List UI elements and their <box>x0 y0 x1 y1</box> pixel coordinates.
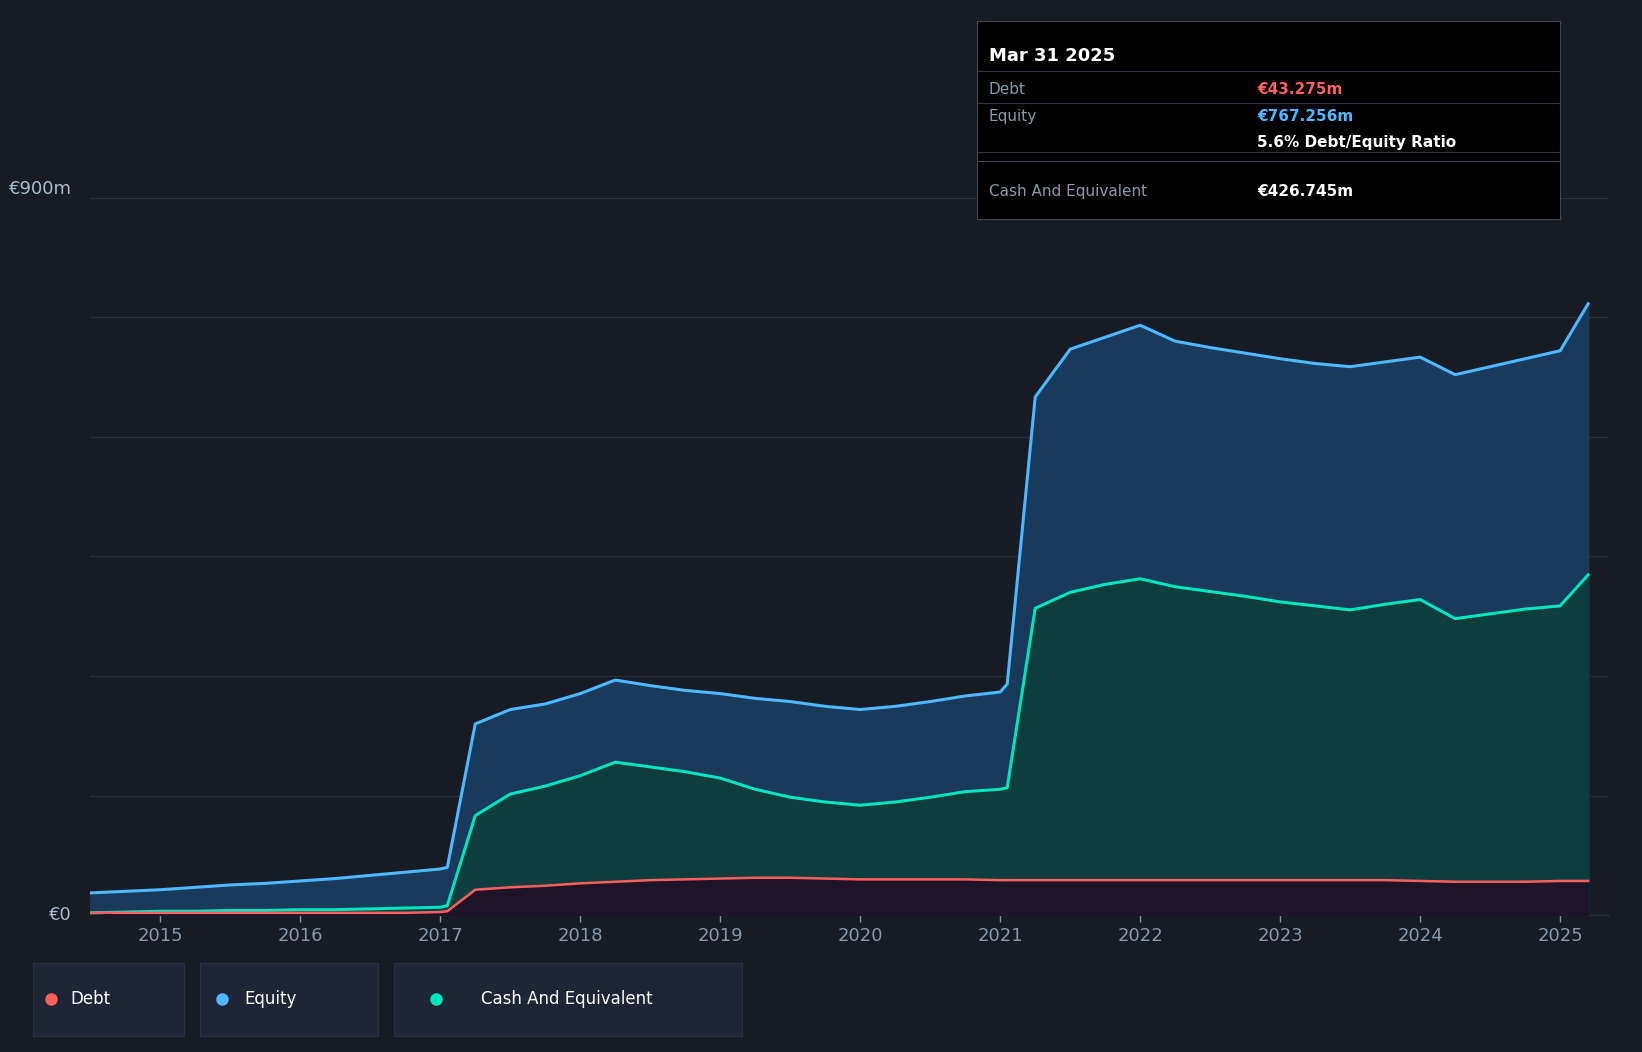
Text: 5.6% Debt/Equity Ratio: 5.6% Debt/Equity Ratio <box>1256 135 1456 149</box>
Text: Mar 31 2025: Mar 31 2025 <box>988 46 1115 64</box>
Text: Cash And Equivalent: Cash And Equivalent <box>988 184 1146 199</box>
Text: Cash And Equivalent: Cash And Equivalent <box>481 990 654 1009</box>
Text: Equity: Equity <box>988 109 1036 124</box>
Text: €900m: €900m <box>10 180 72 198</box>
Text: Debt: Debt <box>988 82 1026 97</box>
Text: €426.745m: €426.745m <box>1256 184 1353 199</box>
Text: Debt: Debt <box>71 990 110 1009</box>
Text: Equity: Equity <box>245 990 297 1009</box>
Text: €0: €0 <box>49 906 72 925</box>
Text: €43.275m: €43.275m <box>1256 82 1342 97</box>
Text: €767.256m: €767.256m <box>1256 109 1353 124</box>
